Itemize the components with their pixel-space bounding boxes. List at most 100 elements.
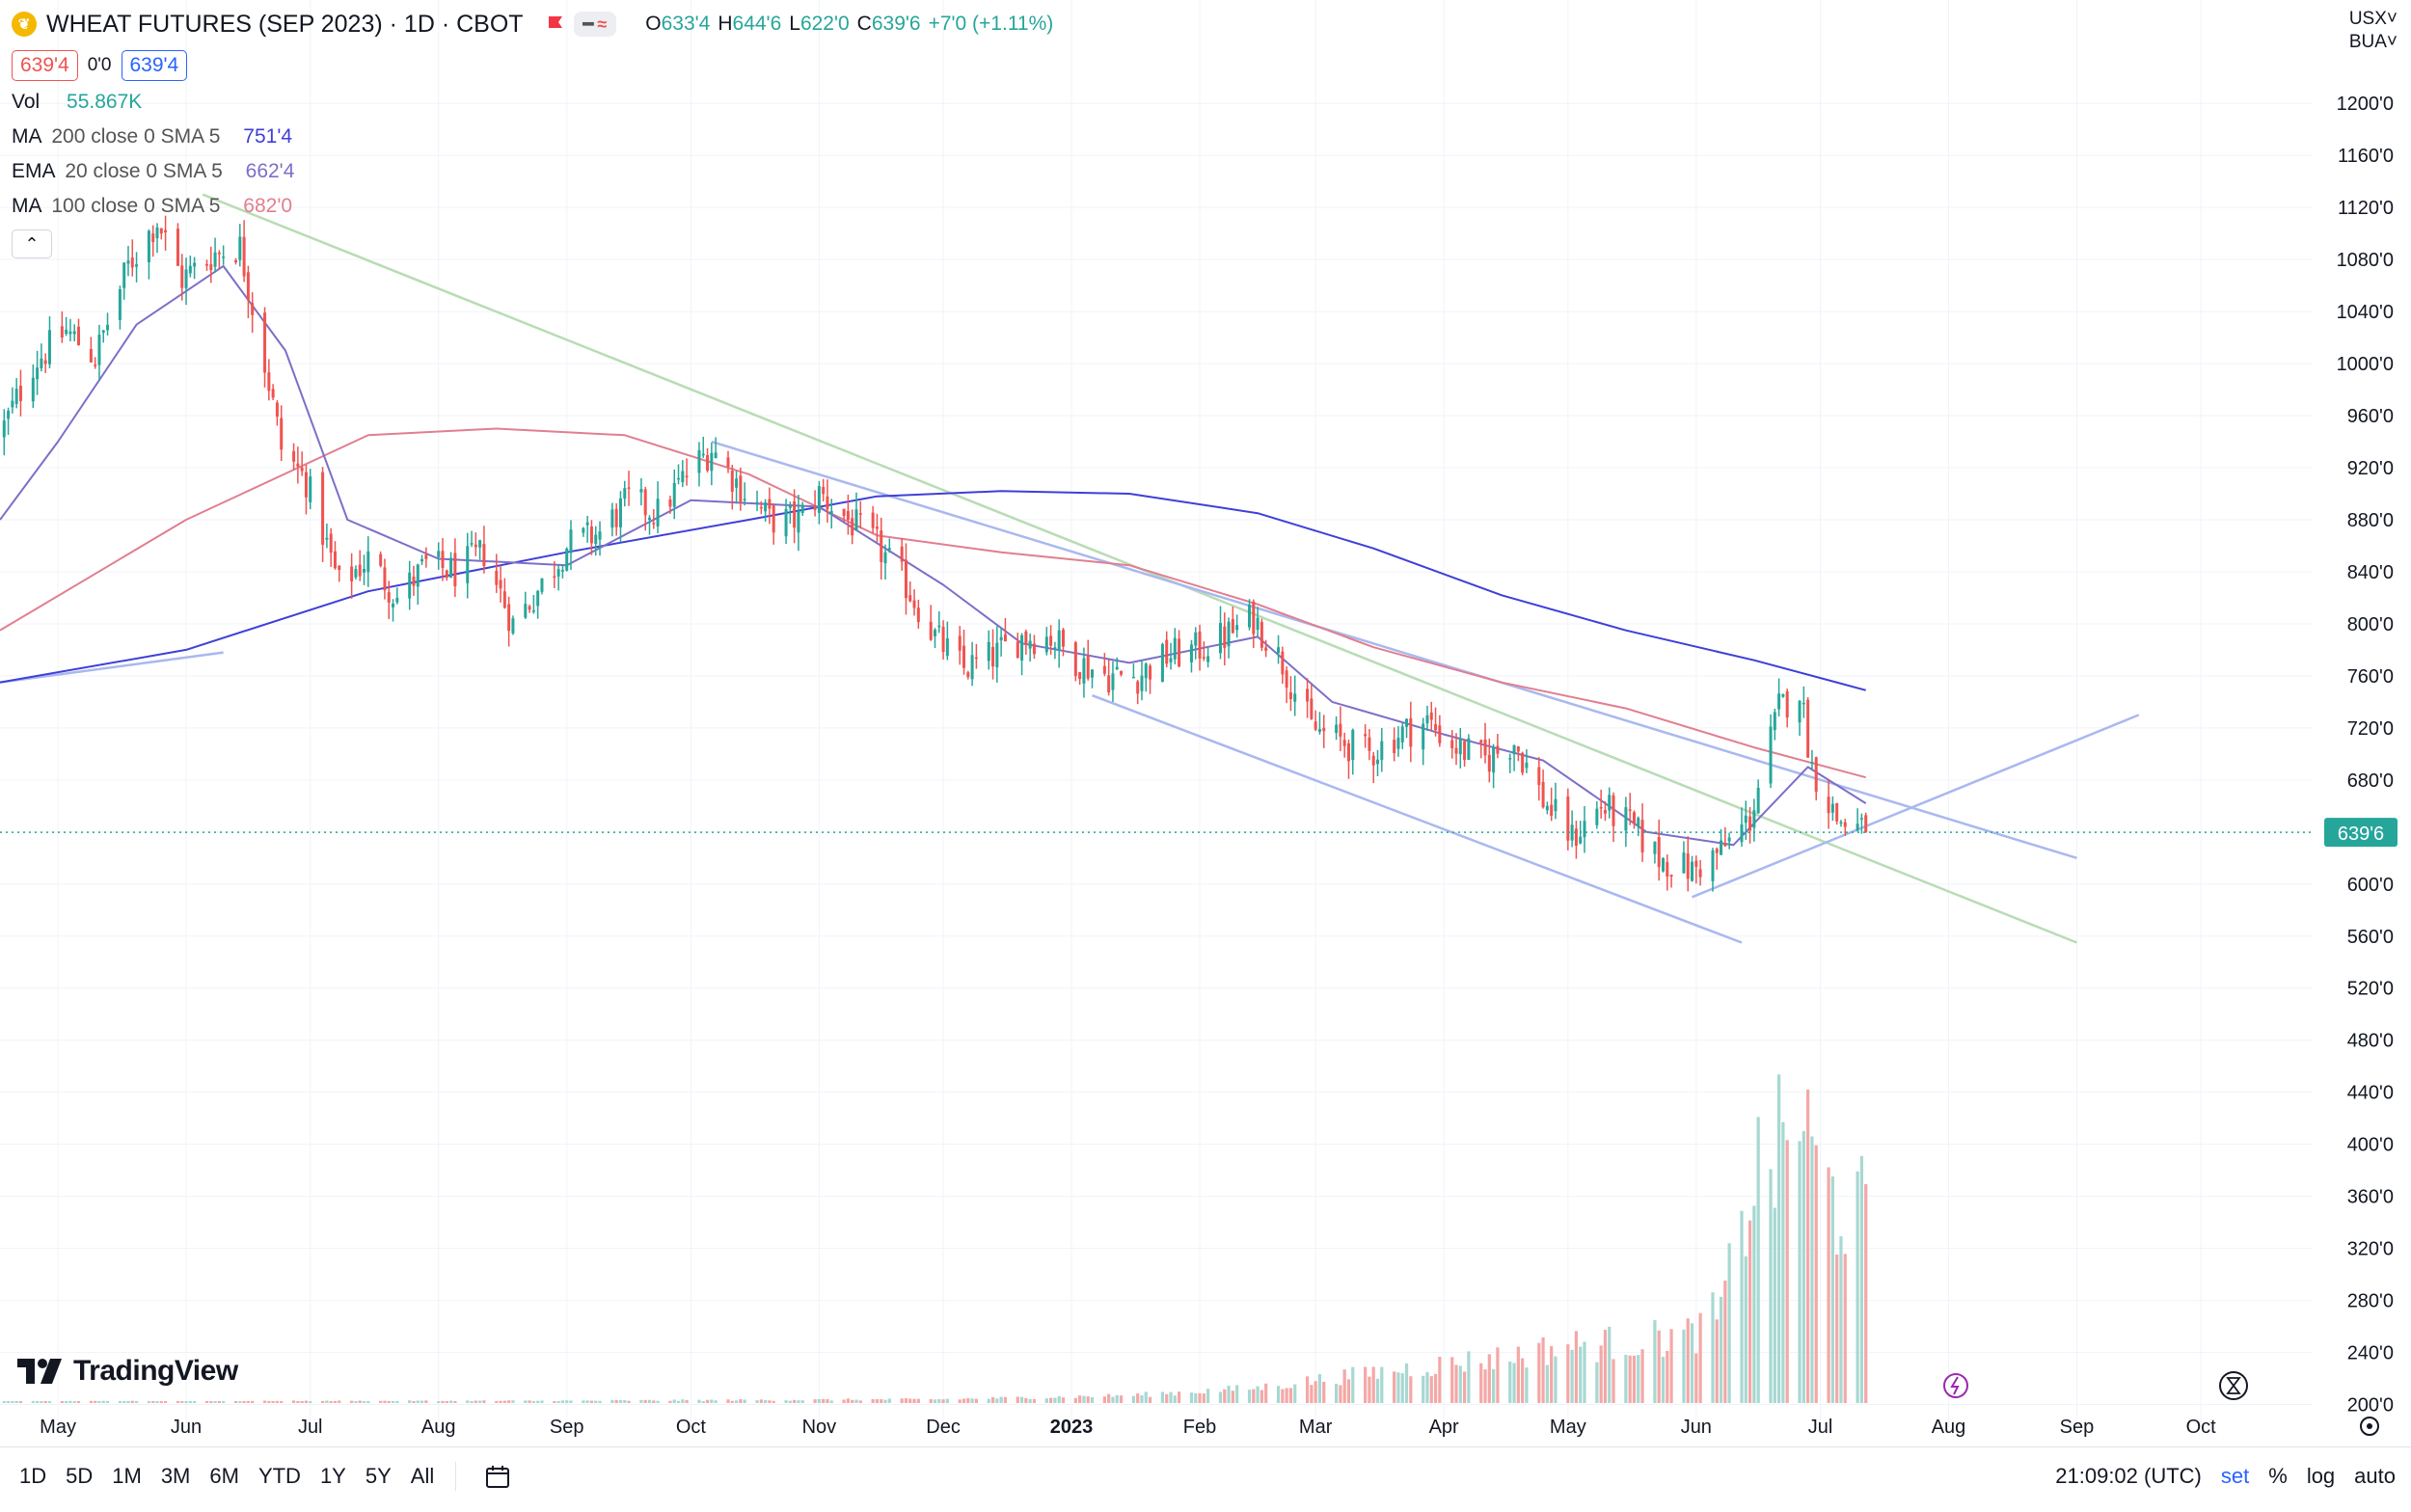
candle-body <box>1450 740 1454 749</box>
candle-body <box>937 625 941 628</box>
range-all-button[interactable]: All <box>410 1464 435 1488</box>
volume-bar <box>1723 1280 1727 1403</box>
symbol-title[interactable]: WHEAT FUTURES (SEP 2023) · 1D · CBOT <box>46 10 524 38</box>
volume-bar <box>134 1401 139 1403</box>
candle-body <box>730 471 734 492</box>
candle <box>354 565 358 580</box>
candle-body <box>1082 658 1086 684</box>
indicator-ma100[interactable]: MA 100 close 0 SMA 5 682'0 <box>12 195 1053 220</box>
candle-body <box>184 269 188 288</box>
range-5y-button[interactable]: 5Y <box>365 1464 392 1488</box>
candle <box>1496 733 1500 759</box>
collapse-legend-button[interactable]: ⌃ <box>12 230 52 258</box>
candle-body <box>1351 729 1355 761</box>
log-scale-button[interactable]: log <box>2306 1464 2336 1488</box>
volume-bar <box>1467 1351 1471 1403</box>
volume-bar <box>1438 1356 1442 1403</box>
volume-bar <box>1198 1392 1202 1403</box>
candle <box>991 629 995 680</box>
candle <box>755 490 759 512</box>
volume-bar <box>1570 1349 1574 1403</box>
candle-body <box>135 264 139 267</box>
candle <box>772 503 775 545</box>
candle <box>1376 749 1380 777</box>
unit-label[interactable]: BUA <box>2348 32 2387 52</box>
candle-body <box>482 544 486 567</box>
sell-button[interactable]: 639'4 <box>12 50 78 81</box>
flag-icon[interactable] <box>547 15 564 33</box>
candle-body <box>553 576 556 579</box>
candle-body <box>1425 715 1429 724</box>
indicator-ma200[interactable]: MA 200 close 0 SMA 5 751'4 <box>12 125 1053 150</box>
candle <box>1264 639 1268 658</box>
candle <box>1463 739 1467 768</box>
volume-bar <box>1698 1312 1702 1403</box>
range-6m-button[interactable]: 6M <box>209 1464 239 1488</box>
candle <box>854 492 858 531</box>
session-set-button[interactable]: set <box>2220 1464 2250 1488</box>
candle-body <box>1525 762 1529 769</box>
volume-bar <box>528 1400 531 1403</box>
candle-body <box>1178 638 1181 667</box>
volume-bar <box>553 1401 556 1403</box>
volume-bar <box>478 1400 482 1403</box>
currency-label[interactable]: USX <box>2348 9 2387 29</box>
volume-bar <box>1661 1357 1666 1403</box>
candle-body <box>1512 744 1516 755</box>
ma200-line <box>0 490 1866 691</box>
auto-scale-button[interactable]: auto <box>2354 1464 2396 1488</box>
time-tick-label: Sep <box>550 1417 584 1438</box>
range-1d-button[interactable]: 1D <box>19 1464 47 1488</box>
volume-bar <box>1458 1365 1462 1403</box>
candle <box>267 359 271 401</box>
candle-body <box>1657 836 1661 868</box>
calendar-icon[interactable] <box>483 1462 512 1491</box>
volume-bar <box>89 1400 93 1403</box>
volume-bar <box>1711 1292 1715 1403</box>
candle-body <box>11 400 14 408</box>
percent-scale-button[interactable]: % <box>2268 1464 2288 1488</box>
buy-button[interactable]: 639'4 <box>121 50 188 81</box>
candle <box>668 496 672 514</box>
volume-bar <box>1293 1384 1297 1403</box>
range-ytd-button[interactable]: YTD <box>257 1464 301 1488</box>
volume-bar <box>1160 1391 1165 1403</box>
candle <box>945 621 949 661</box>
utc-clock[interactable]: 21:09:02 (UTC) <box>2055 1464 2202 1488</box>
range-1y-button[interactable]: 1Y <box>319 1464 346 1488</box>
time-tick-label: Oct <box>676 1417 707 1438</box>
candle-body <box>2 420 6 438</box>
hide-indicators-pill[interactable]: ━ ≈ <box>573 12 617 37</box>
volume-bar <box>1400 1372 1404 1403</box>
indicator-ema20[interactable]: EMA 20 close 0 SMA 5 662'4 <box>12 160 1053 185</box>
candle-body <box>412 576 416 586</box>
candle <box>1248 599 1252 631</box>
range-5d-button[interactable]: 5D <box>66 1464 94 1488</box>
candle <box>887 538 891 554</box>
candle <box>1371 751 1375 784</box>
candle <box>627 471 631 506</box>
volume-bar <box>970 1398 974 1403</box>
candle <box>618 491 622 543</box>
volume-bar <box>1102 1396 1106 1403</box>
candle-body <box>1206 656 1210 662</box>
price-tick-label: 880'0 <box>2347 510 2394 531</box>
candle <box>764 499 768 522</box>
time-tick-label: Dec <box>926 1417 961 1438</box>
candle <box>412 565 416 596</box>
range-3m-button[interactable]: 3M <box>160 1464 191 1488</box>
currency-selector[interactable]: USX˅ BUA˅ <box>2349 8 2397 54</box>
candle-body <box>1603 810 1607 814</box>
candle-body <box>1057 630 1061 651</box>
tradingview-logo-icon <box>17 1359 62 1384</box>
candle <box>1380 727 1384 772</box>
candle-body <box>1545 805 1549 811</box>
tradingview-logo[interactable]: TradingView <box>17 1355 238 1388</box>
range-1m-button[interactable]: 1M <box>112 1464 142 1488</box>
candle <box>995 626 999 683</box>
indicator-vol[interactable]: Vol 55.867K <box>12 91 1053 116</box>
candle-body <box>238 236 242 260</box>
volume-bar <box>320 1401 325 1403</box>
